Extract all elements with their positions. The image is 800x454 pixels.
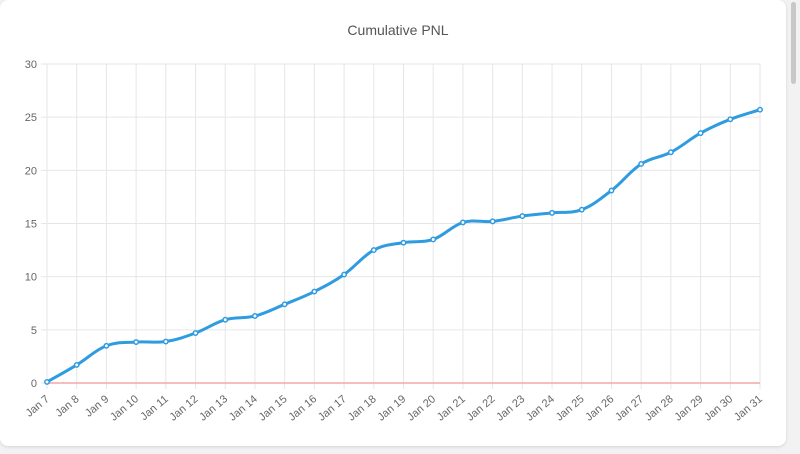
data-point xyxy=(638,161,645,167)
data-point xyxy=(549,209,555,216)
x-tick-label: Jan 28 xyxy=(643,393,676,423)
data-point xyxy=(757,106,763,113)
x-tick-label: Jan 27 xyxy=(613,393,646,423)
data-point xyxy=(519,213,526,220)
y-tick-label: 20 xyxy=(25,165,37,177)
data-point xyxy=(459,219,466,226)
data-point xyxy=(281,301,288,308)
data-point xyxy=(103,342,110,349)
y-axis: 0 5 10 15 20 25 30 xyxy=(25,59,37,390)
data-point xyxy=(311,288,318,295)
x-tick-label: Jan 16 xyxy=(286,393,319,423)
x-tick-label: Jan 18 xyxy=(346,393,379,423)
x-tick-label: Jan 21 xyxy=(435,393,468,423)
data-point xyxy=(44,378,50,385)
chart-card: Cumulative PNL 0 5 10 15 20 25 30 Jan 7 Jan 8 Ja… xyxy=(0,0,786,446)
data-point xyxy=(667,149,674,156)
y-tick-label: 5 xyxy=(31,325,37,337)
x-tick-label: Jan 9 xyxy=(83,393,111,419)
x-tick-label: Jan 24 xyxy=(524,393,557,423)
chart-title: Cumulative PNL xyxy=(347,22,448,38)
x-tick-label: Jan 15 xyxy=(257,393,290,423)
x-tick-label: Jan 29 xyxy=(672,393,705,423)
x-tick-label: Jan 10 xyxy=(108,393,141,423)
x-tick-label: Jan 22 xyxy=(465,393,498,423)
x-tick-label: Jan 19 xyxy=(375,393,408,423)
data-point xyxy=(192,330,199,336)
x-tick-label: Jan 30 xyxy=(702,393,735,423)
x-tick-label: Jan 13 xyxy=(197,393,230,423)
data-point xyxy=(400,239,407,246)
scrollbar-thumb[interactable] xyxy=(791,2,796,84)
data-point xyxy=(73,361,80,368)
data-point xyxy=(430,236,437,243)
data-point xyxy=(697,130,704,137)
data-point xyxy=(341,271,348,278)
x-tick-label: Jan 8 xyxy=(53,393,81,419)
data-point xyxy=(489,218,496,225)
series-layer xyxy=(44,106,763,385)
data-point xyxy=(252,313,258,319)
data-point xyxy=(133,339,140,346)
data-point xyxy=(578,206,585,213)
vertical-scrollbar[interactable] xyxy=(789,0,797,454)
x-tick-label: Jan 11 xyxy=(138,393,170,423)
y-tick-label: 0 xyxy=(31,378,37,390)
x-tick-label: Jan 26 xyxy=(583,393,616,423)
y-tick-label: 30 xyxy=(25,59,37,71)
x-tick-label: Jan 23 xyxy=(494,393,527,423)
y-tick-label: 15 xyxy=(25,219,37,231)
chart-gridlines xyxy=(41,63,761,389)
x-tick-label: Jan 7 xyxy=(24,393,52,419)
x-tick-label: Jan 31 xyxy=(732,393,765,423)
x-tick-label: Jan 25 xyxy=(554,393,587,423)
data-point xyxy=(370,247,377,254)
x-tick-label: Jan 17 xyxy=(316,393,349,423)
data-point xyxy=(162,338,169,345)
data-point xyxy=(727,116,734,123)
x-tick-label: Jan 20 xyxy=(405,393,438,423)
x-tick-label: Jan 12 xyxy=(167,393,200,423)
y-tick-label: 10 xyxy=(25,272,37,284)
data-point xyxy=(608,187,615,194)
y-tick-label: 25 xyxy=(25,112,37,124)
data-point xyxy=(222,316,229,323)
x-tick-label: Jan 14 xyxy=(227,393,260,423)
